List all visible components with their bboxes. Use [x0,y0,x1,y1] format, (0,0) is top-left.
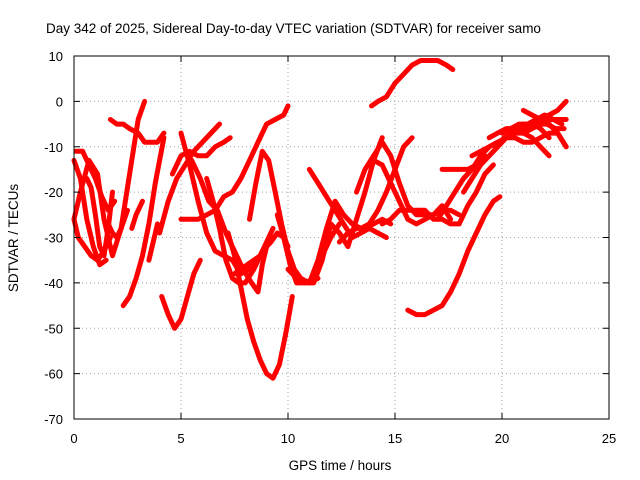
y-tick-label: -70 [44,412,63,427]
grid [74,56,609,419]
y-tick-label: -10 [44,140,63,155]
series-line-9 [107,117,167,145]
x-tick-label: 25 [602,431,616,446]
x-axis-label: GPS time / hours [289,458,392,473]
series-line-19 [232,225,276,277]
y-tick-label: -50 [44,321,63,336]
series-line-14 [178,103,291,222]
series-line-12 [157,121,222,236]
plot-frame [73,55,610,420]
series-line-23 [306,166,389,240]
y-tick-label: -60 [44,367,63,382]
series-line-25 [336,216,394,245]
series-line-17 [204,176,291,286]
axes: 0 5 10 15 20 25 10 0 -10 -20 -30 -40 -50 -60 -70 [44,49,616,446]
series-line-40 [520,107,569,150]
y-axis-label: SDTVAR / TECUs [6,184,21,293]
y-tick-label: -30 [44,231,63,246]
x-tick-label: 10 [281,431,295,446]
x-tick-label: 5 [177,431,184,446]
series-line-30 [405,194,503,318]
series-line-22 [285,135,385,286]
x-tick-label: 15 [388,431,402,446]
series-line-2 [71,157,109,268]
series-line-7 [120,135,167,309]
series-line-6 [105,207,130,240]
series-line-18 [225,230,295,381]
y-tick-label: 0 [56,94,63,109]
series-line-11 [159,257,203,331]
x-tick-label: 0 [70,431,77,446]
series-line-39 [512,117,569,136]
y-tick-label: 10 [49,49,63,64]
series-line-8 [129,198,145,231]
series-line-13 [169,135,233,177]
series-line-10 [146,221,160,263]
chart-title: Day 342 of 2025, Sidereal Day-to-day VTE… [46,21,541,36]
series-line-32 [439,153,488,172]
y-tick-label: -40 [44,276,63,291]
y-tick-label: -20 [44,185,63,200]
x-tick-label: 20 [495,431,509,446]
series-layer [71,58,569,381]
series-line-28 [369,58,456,109]
